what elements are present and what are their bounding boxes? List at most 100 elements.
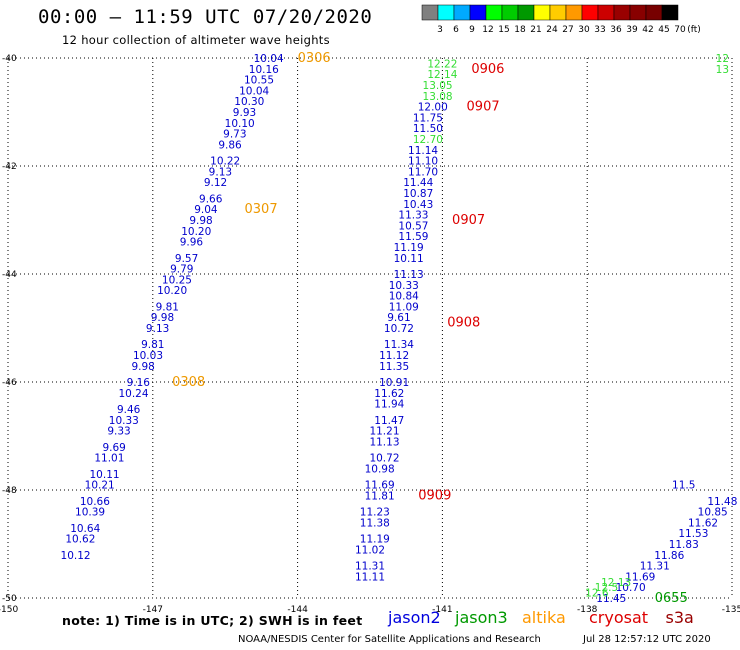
swh-value-label: 10.66: [80, 496, 110, 508]
swh-value-label: 10.91: [379, 377, 409, 389]
swh-value-label: 11.62: [374, 388, 404, 400]
swh-value-label: 11.5: [672, 480, 695, 492]
swh-value-label: 11.69: [625, 571, 655, 583]
chart-subtitle: 12 hour collection of altimeter wave hei…: [62, 33, 330, 47]
legend-altika: altika: [522, 608, 566, 627]
colorbar-label: 12: [482, 25, 493, 35]
colorbar-label: 70: [674, 25, 686, 35]
swh-value-label: 11.23: [360, 507, 390, 519]
swh-value-label: 10.21: [85, 480, 115, 492]
swh-value-label: 9.96: [180, 237, 204, 249]
swh-value-label: 10.84: [389, 291, 419, 303]
swh-value-label: 9.12: [204, 177, 227, 189]
swh-value-label: 12.14: [427, 69, 457, 81]
swh-value-label: 12: [716, 53, 729, 65]
swh-value-label: 10.43: [403, 199, 433, 211]
x-tick-label: -147: [143, 605, 163, 615]
time-label: 0307: [245, 202, 278, 217]
swh-value-label: 11.31: [640, 561, 670, 573]
x-tick-label: -141: [432, 605, 452, 615]
swh-value-label: 11.33: [398, 210, 428, 222]
legend-s3a: s3a: [665, 608, 694, 627]
swh-value-label: 11.48: [707, 496, 737, 508]
time-label: 0908: [447, 316, 480, 331]
swh-value-label: 12.5: [595, 582, 618, 594]
swh-value-label: 11.83: [669, 539, 699, 551]
credit-line: NOAA/NESDIS Center for Satellite Applica…: [238, 634, 541, 645]
swh-value-label: 11.38: [360, 517, 390, 529]
swh-value-label: 11.86: [654, 550, 684, 562]
y-tick-label: -46: [2, 378, 17, 388]
swh-value-label: 10.25: [162, 274, 192, 286]
swh-value-label: 13.08: [423, 91, 453, 103]
swh-value-label: 9.33: [107, 426, 130, 438]
colorbar: 3 6 9 12 15 18 21 24 27 30 33 36 39 42 45 70 (ft): [421, 4, 701, 35]
swh-value-label: 11.13: [394, 269, 424, 281]
swh-value-label: 10.20: [157, 285, 187, 297]
swh-value-label: 11.21: [369, 426, 399, 438]
swh-value-label: 10.72: [369, 453, 399, 465]
swh-value-label: 9.61: [387, 312, 410, 324]
legend-cryosat: cryosat: [589, 608, 649, 627]
time-label: 0907: [467, 100, 500, 115]
swh-value-label: 11.01: [94, 453, 124, 465]
colorbar-label: 9: [469, 25, 475, 35]
swh-value-label: 9.98: [189, 215, 212, 227]
colorbar-label: (ft): [687, 25, 701, 35]
swh-value-label: 10.16: [249, 64, 279, 76]
swh-value-label: 11.45: [596, 593, 626, 605]
swh-value-label: 9.66: [199, 193, 223, 205]
swh-value-label: 11.50: [413, 123, 443, 135]
swh-value-label: 9.16: [127, 377, 151, 389]
time-label: 0306: [298, 51, 331, 66]
swh-value-label: 9.46: [117, 404, 141, 416]
swh-value-label: 9.79: [170, 264, 193, 276]
swh-value-label: 11.31: [355, 561, 385, 573]
legend-jason3: jason3: [455, 608, 508, 627]
colorbar-label: 15: [498, 25, 509, 35]
y-tick-label: -40: [2, 54, 17, 64]
swh-value-label: 9.93: [233, 107, 256, 119]
colorbar-label: 21: [530, 25, 541, 35]
chart-title: 00:00 – 11:59 UTC 07/20/2020: [38, 6, 373, 28]
swh-value-label: 11.13: [369, 436, 399, 448]
x-tick-label: -150: [0, 605, 18, 615]
swh-value-label: 9.81: [156, 301, 179, 313]
time-label: 0906: [471, 62, 504, 77]
swh-value-label: 11.94: [374, 399, 404, 411]
swh-value-label: 10.62: [65, 534, 95, 546]
swh-value-label: 10.20: [181, 226, 211, 238]
swh-value-label: 11.59: [398, 231, 428, 243]
swh-value-label: 10.10: [225, 118, 255, 130]
swh-value-label: 10.70: [616, 582, 646, 594]
swh-value-label: 11.12: [379, 350, 409, 362]
x-tick-label: -138: [577, 605, 598, 615]
swh-value-label: 11.35: [379, 361, 409, 373]
x-tick-label: -135: [722, 605, 740, 615]
swh-value-label: 10.22: [210, 156, 240, 168]
swh-value-label: 10.87: [403, 188, 433, 200]
colorbar-label: 30: [578, 25, 590, 35]
swh-value-label: 12.6: [585, 588, 609, 600]
swh-value-label: 10.64: [70, 523, 100, 535]
footer-note: note: 1) Time is in UTC; 2) SWH is in fe…: [62, 613, 363, 628]
swh-value-label: 10.55: [244, 75, 274, 87]
swh-value-label: 10.98: [365, 463, 395, 475]
swh-value-label: 9.13: [146, 323, 169, 335]
colorbar-label: 6: [453, 25, 459, 35]
colorbar-label: 24: [546, 25, 558, 35]
swh-value-label: 10.24: [118, 388, 148, 400]
swh-value-label: 11.70: [408, 166, 438, 178]
swh-value-label: 10.57: [398, 220, 428, 232]
swh-value-label: 11.69: [365, 480, 395, 492]
y-tick-label: -48: [2, 486, 17, 496]
time-label: 0909: [418, 488, 451, 503]
legend-jason2: jason2: [388, 608, 441, 627]
swh-value-label: 10.11: [394, 253, 424, 265]
swh-value-label: 11.19: [394, 242, 424, 254]
swh-value-label: 10.85: [698, 507, 728, 519]
time-label: 0655: [655, 591, 688, 606]
swh-value-label: 11.75: [413, 112, 443, 124]
swh-value-label: 10.30: [234, 96, 264, 108]
